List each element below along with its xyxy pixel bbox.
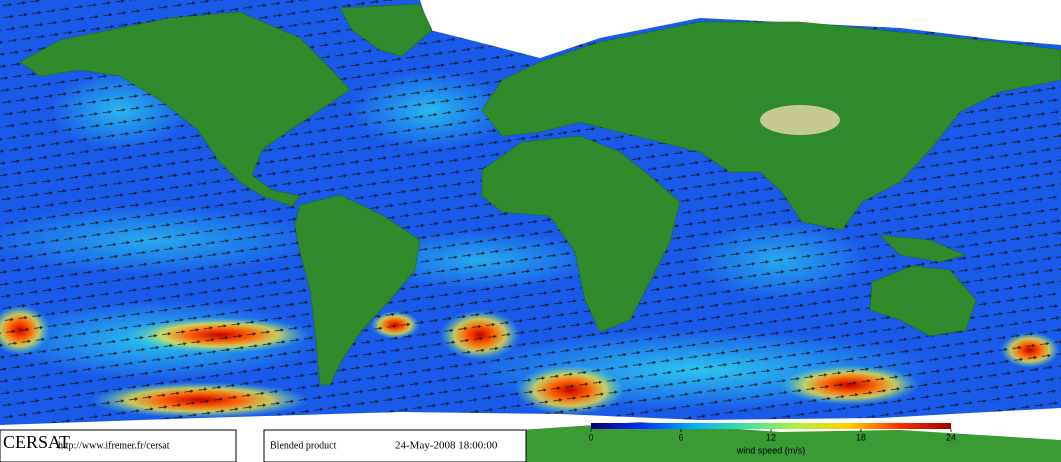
colorbar-label: wind speed (m/s) <box>736 445 806 455</box>
product-box <box>263 429 527 462</box>
colorbar-tick-label: 12 <box>766 432 776 442</box>
colorbar-tick-label: 24 <box>946 432 956 442</box>
logo: CERSAT <box>3 432 70 452</box>
colorbar-tick-label: 6 <box>678 432 683 442</box>
timestamp: 24-May-2008 18:00:00 <box>395 440 498 452</box>
colorbar-tick-label: 0 <box>588 432 593 442</box>
antarctica-land <box>520 422 1061 462</box>
logo-box <box>0 429 237 462</box>
colorbar: wind speed (m/s) 0 6 12 18 24 <box>588 423 956 455</box>
colorbar-tick-label: 18 <box>856 432 866 442</box>
url[interactable]: http://www.ifremer.fr/cersat <box>58 440 170 451</box>
colorbar-bar <box>591 423 951 429</box>
product: Blended product <box>270 440 337 451</box>
land <box>0 0 1061 386</box>
